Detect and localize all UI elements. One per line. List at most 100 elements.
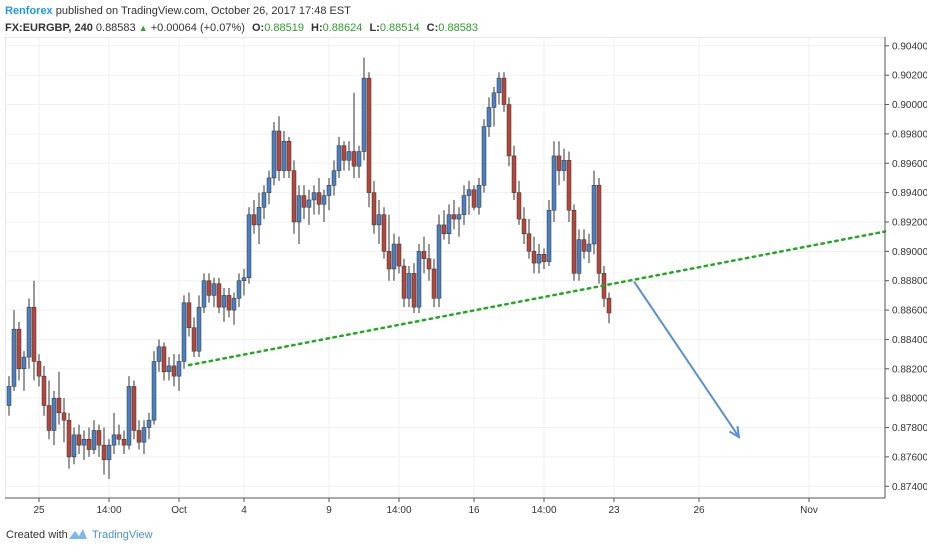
y-tick-label: 0.88600: [892, 306, 927, 317]
candle-down: [411, 273, 417, 308]
candle-down: [186, 302, 192, 328]
x-tick-label: 23: [608, 505, 620, 516]
low-label: L:: [369, 22, 380, 34]
x-tick-label: 14:00: [531, 505, 556, 516]
high-label: H:: [311, 22, 323, 34]
published-text: published on TradingView.com, October 26…: [55, 5, 351, 17]
symbol-label: FX:EURGBP, 240: [5, 22, 93, 34]
y-tick-label: 0.89400: [892, 188, 927, 199]
candle-up: [481, 126, 487, 186]
candle-down: [301, 195, 307, 208]
candle-up: [561, 160, 567, 171]
x-tick-label: Oct: [171, 505, 187, 516]
candle-down: [31, 306, 37, 362]
candle-down: [96, 430, 102, 446]
y-tick-label: 0.89800: [892, 129, 927, 140]
candle-up: [266, 177, 272, 193]
candle-up: [211, 283, 217, 296]
candle-down: [606, 298, 612, 314]
x-tick-label: 9: [326, 505, 332, 516]
candle-up: [331, 170, 337, 186]
y-tick-label: 0.89600: [892, 159, 927, 170]
candle-up: [591, 185, 597, 245]
y-tick-label: 0.90200: [892, 71, 927, 82]
candle-up: [141, 427, 147, 443]
y-tick-label: 0.90000: [892, 100, 927, 111]
candle-down: [191, 327, 197, 352]
candle-down: [366, 77, 372, 193]
candle-up: [461, 195, 467, 215]
open-label: O:: [251, 22, 265, 34]
tradingview-brand[interactable]: TradingView: [92, 529, 153, 541]
plot-area[interactable]: [5, 37, 886, 499]
x-tick-label: 26: [693, 505, 705, 516]
candle-down: [251, 214, 257, 226]
candle-up: [26, 306, 32, 358]
candle-up: [586, 243, 592, 252]
candle-down: [41, 375, 47, 406]
candle-up: [466, 189, 472, 196]
candle-up: [196, 306, 202, 352]
candle-up: [456, 214, 462, 220]
candle-up: [106, 444, 112, 461]
close-value: 0.88583: [438, 22, 479, 34]
up-arrow-icon: ▲: [138, 23, 148, 33]
candle-up: [156, 346, 162, 362]
candle-down: [506, 104, 512, 157]
candle-down: [226, 295, 232, 311]
candle-down: [276, 130, 282, 171]
candle-up: [281, 140, 287, 171]
candle-down: [171, 365, 177, 377]
low-value: 0.88514: [379, 22, 420, 34]
candle-up: [91, 430, 97, 450]
price-change: +0.00064 (+0.07%): [150, 22, 245, 34]
last-price: 0.88583: [95, 22, 136, 34]
time-axis[interactable]: 25 14:00 Oct 4 9 14:00 16 14:00 23 26 Nov: [33, 498, 818, 516]
candle-up: [261, 192, 267, 208]
candle-down: [516, 192, 522, 220]
x-tick-label: 16: [468, 505, 480, 516]
candle-down: [451, 214, 457, 220]
candle-up: [146, 419, 152, 428]
y-tick-label: 0.89000: [892, 247, 927, 258]
candle-down: [116, 434, 122, 440]
open-value: 0.88519: [264, 22, 304, 34]
y-tick-label: 0.88400: [892, 335, 927, 346]
candle-up: [491, 92, 497, 108]
candle-up: [126, 386, 132, 446]
y-tick-label: 0.89200: [892, 217, 927, 228]
candle-down: [136, 430, 142, 443]
candle-down: [571, 209, 577, 274]
candle-down: [76, 434, 82, 446]
candle-down: [431, 268, 437, 299]
candle-up: [201, 280, 207, 308]
x-tick-label: 14:00: [386, 505, 411, 516]
created-with-text: Created with: [6, 529, 68, 541]
candle-down: [316, 192, 322, 205]
candle-down: [101, 444, 107, 461]
candle-up: [311, 192, 317, 201]
candle-up: [486, 107, 492, 127]
candle-up: [51, 397, 57, 431]
candle-down: [36, 361, 42, 377]
candle-down: [421, 251, 427, 259]
x-tick-label: 14:00: [96, 505, 121, 516]
candles: [6, 57, 612, 479]
y-tick-label: 0.90400: [892, 41, 927, 52]
candle-up: [306, 199, 312, 208]
y-tick-label: 0.87400: [892, 482, 927, 493]
candle-up: [241, 277, 247, 281]
y-tick-label: 0.88000: [892, 394, 927, 405]
price-chart[interactable]: 0.90400 0.90200 0.90000 0.89800 0.89600 0.894…: [5, 37, 927, 520]
candle-up: [536, 254, 542, 264]
price-axis[interactable]: 0.90400 0.90200 0.90000 0.89800 0.89600 0.894…: [885, 41, 927, 493]
candle-down: [541, 254, 547, 262]
author-link[interactable]: Renforex: [5, 5, 53, 17]
candle-down: [206, 280, 212, 296]
candle-down: [596, 185, 602, 274]
support-trendline: [187, 230, 887, 367]
footer: Created with TradingView: [0, 521, 932, 550]
candle-up: [336, 145, 342, 171]
drawings: [187, 230, 887, 439]
candle-up: [416, 251, 422, 308]
